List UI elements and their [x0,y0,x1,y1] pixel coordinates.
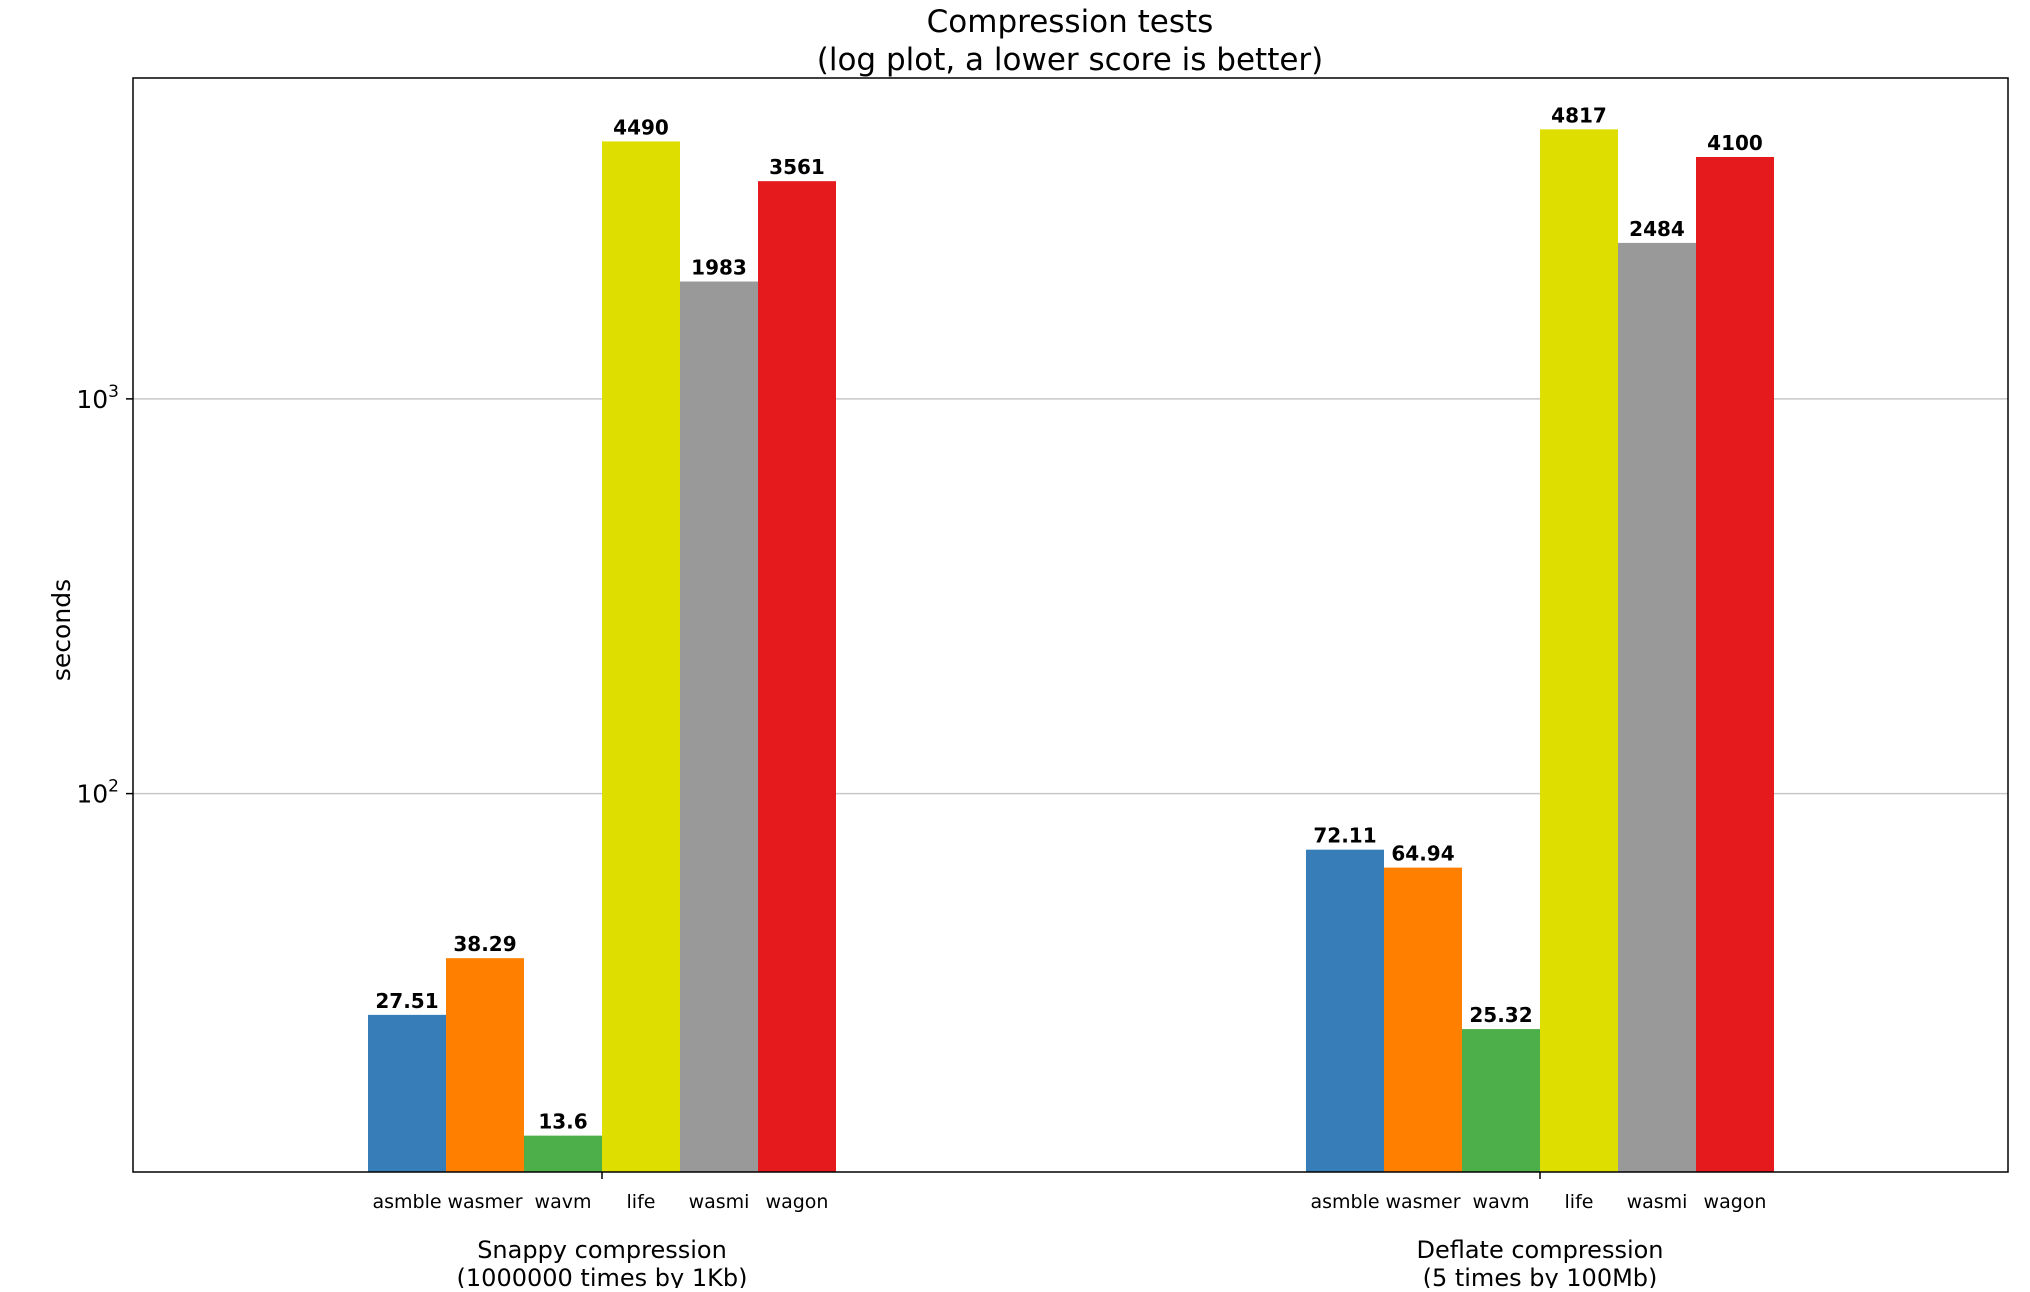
bar-asmble [368,1014,446,1172]
category-label-wasmi: wasmi [689,1191,750,1213]
value-label-wagon: 3561 [769,155,825,179]
category-label-wavm: wavm [1473,1191,1530,1213]
y-tick-label: 103 [76,382,119,414]
category-label-wagon: wagon [766,1191,829,1213]
value-label-wasmi: 2484 [1629,217,1685,241]
y-axis-label: seconds [47,579,76,681]
bar-wavm [1462,1029,1540,1172]
plot-area-frame [132,77,2009,1173]
bars [368,129,1774,1173]
bar-wagon [1696,156,1774,1172]
value-label-wagon: 4100 [1707,131,1763,155]
value-label-wavm: 25.32 [1469,1003,1532,1027]
category-label-wasmer: wasmer [447,1191,522,1213]
category-label-wasmer: wasmer [1385,1191,1460,1213]
bar-wavm [524,1135,602,1172]
value-label-wasmi: 1983 [691,256,747,280]
bar-life [1540,129,1618,1172]
value-label-life: 4490 [613,115,669,139]
value-label-wavm: 13.6 [538,1110,587,1134]
x-labels: asmble wasmer wavm life wasmi wagon Snappy com… [372,1172,1767,1292]
chart-title: Compression tests [927,4,1214,40]
value-label-asmble: 27.51 [375,989,438,1013]
category-label-life: life [627,1191,656,1213]
category-label-wasmi: wasmi [1627,1191,1688,1213]
group-sublabel: (1000000 times by 1Kb) [457,1264,748,1288]
group-label: Deflate compression [1416,1236,1663,1264]
bar-wasmer [1384,867,1462,1172]
chart-subtitle: (log plot, a lower score is better) [817,42,1324,78]
category-label-life: life [1565,1191,1594,1213]
value-label-wasmer: 64.94 [1391,842,1454,866]
value-label-life: 4817 [1551,103,1607,127]
bar-life [602,141,680,1173]
bar-asmble [1306,849,1384,1172]
y-tick-exponent: 2 [108,777,119,797]
group-sublabel: (5 times by 100Mb) [1423,1264,1658,1288]
y-tick-base: 10 [76,780,108,809]
y-tick-exponent: 3 [108,382,119,402]
category-label-asmble: asmble [1310,1191,1379,1213]
value-label-wasmer: 38.29 [453,932,516,956]
bar-wagon [758,181,836,1172]
y-tick-label: 102 [76,777,119,809]
y-tick-base: 10 [76,385,108,414]
bar-wasmi [1618,242,1696,1173]
category-label-wavm: wavm [535,1191,592,1213]
value-labels: 27.51 38.29 13.6 4490 1983 3561 72.11 64.94 25.3… [375,103,1762,1133]
bar-wasmer [446,958,524,1172]
group-label: Snappy compression [477,1236,727,1264]
category-label-wagon: wagon [1704,1191,1767,1213]
value-label-asmble: 72.11 [1313,824,1376,848]
bar-wasmi [680,281,758,1172]
category-label-asmble: asmble [372,1191,441,1213]
